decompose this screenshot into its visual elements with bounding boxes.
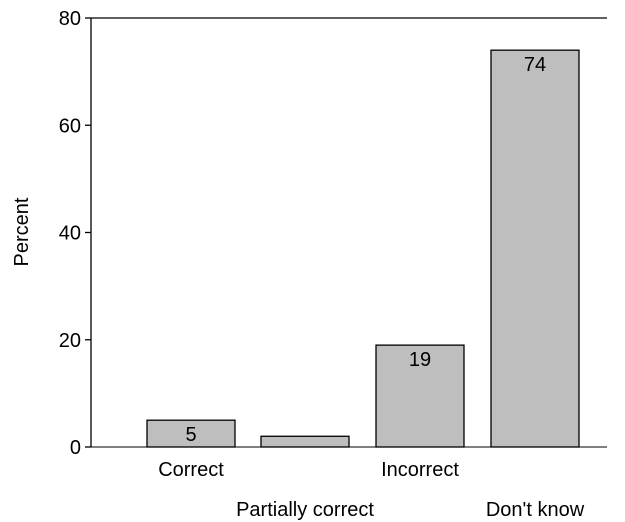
- bar: [146, 419, 236, 448]
- x-axis-labels: Correct Partially correct Incorrect Don't k…: [158, 459, 585, 521]
- x-category-label: Incorrect: [381, 459, 459, 481]
- bar: [490, 49, 580, 448]
- bar: [375, 344, 465, 448]
- y-tick-label: 60: [59, 115, 81, 137]
- bars: 5 19 74: [146, 49, 580, 448]
- bar-value-label: 74: [524, 54, 546, 76]
- y-tick-label: 0: [70, 437, 81, 459]
- x-category-label: Correct: [158, 459, 224, 481]
- y-tick-label: 80: [59, 8, 81, 30]
- x-category-label: Partially correct: [236, 499, 374, 521]
- bar-value-label: 5: [185, 424, 196, 446]
- x-category-label: Don't know: [486, 499, 585, 521]
- y-tick-label: 20: [59, 330, 81, 352]
- bar-value-label: 19: [409, 349, 431, 371]
- y-axis-title: Percent: [11, 197, 33, 266]
- y-tick-label: 40: [59, 223, 81, 245]
- bar: [260, 435, 350, 448]
